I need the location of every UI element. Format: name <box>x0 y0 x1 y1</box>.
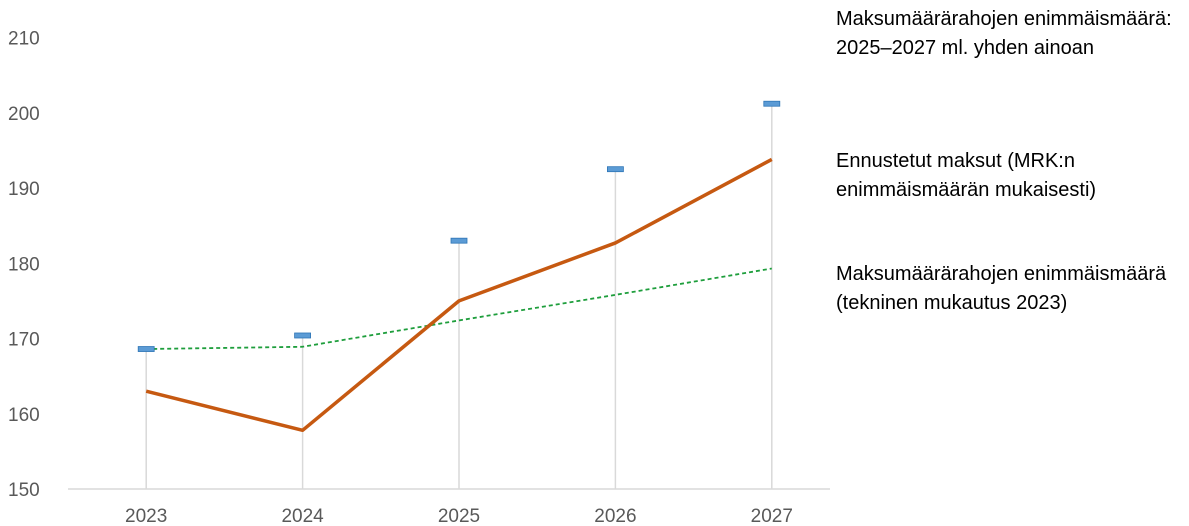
series-line-forecast-payments <box>145 157 773 433</box>
series <box>137 100 781 433</box>
drop-lines <box>145 103 773 489</box>
legend-entry-ceiling-mff: Maksumäärärahojen enimmäismäärä: 2025–20… <box>836 8 1172 59</box>
ceiling-marker <box>763 100 781 107</box>
x-tick-label: 2024 <box>281 506 324 526</box>
y-tick-label: 180 <box>8 254 40 275</box>
y-tick-label: 170 <box>8 330 40 351</box>
y-axis-ticks: 150 160 170 180 190 200 210 <box>8 29 40 502</box>
ceiling-marker <box>294 332 312 339</box>
ceiling-marker <box>450 237 468 244</box>
y-tick-label: 190 <box>8 179 40 200</box>
y-tick-label: 210 <box>8 29 40 50</box>
x-tick-label: 2025 <box>438 506 480 526</box>
legend-entry-forecast-payments: Ennustetut maksut (MRK:n enimmäismäärän … <box>836 150 1097 201</box>
x-axis-ticks: 2023 2024 2025 2026 2027 <box>125 506 793 526</box>
y-tick-label: 200 <box>8 104 40 125</box>
y-tick-label: 160 <box>8 405 40 426</box>
series-line-technical-adjustment <box>146 267 772 350</box>
legend-entry-technical-adjustment: Maksumäärärahojen enimmäismäärä (teknine… <box>836 263 1167 314</box>
x-tick-label: 2026 <box>594 506 636 526</box>
ceiling-marker <box>607 166 624 173</box>
ceiling-marker <box>137 346 155 352</box>
y-tick-label: 150 <box>8 480 40 501</box>
x-tick-label: 2027 <box>751 506 793 526</box>
x-tick-label: 2023 <box>125 506 167 526</box>
